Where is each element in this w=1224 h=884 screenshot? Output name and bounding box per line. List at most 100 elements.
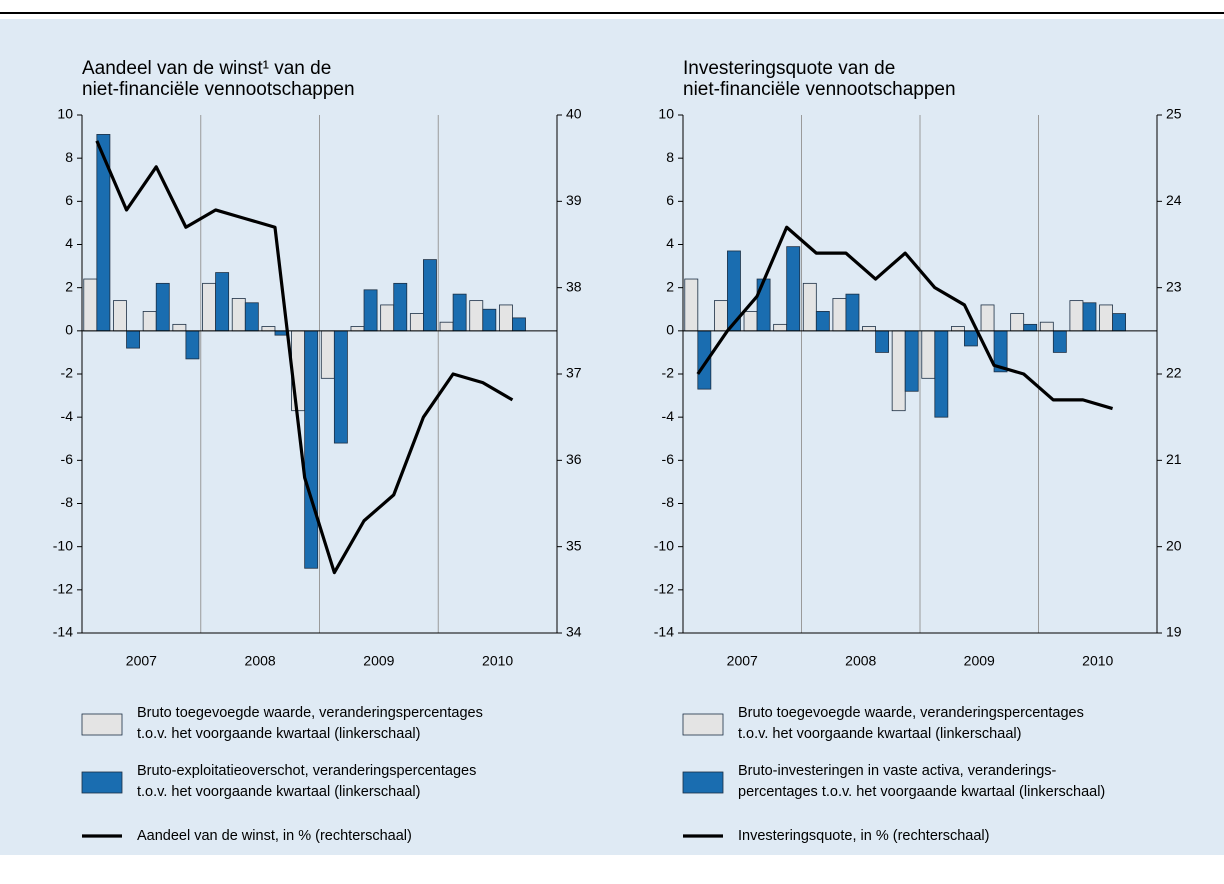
x-tick-label: 2008 xyxy=(845,653,876,669)
y-tick-label: 10 xyxy=(57,106,73,122)
bar xyxy=(83,278,98,332)
legend-swatch xyxy=(682,713,724,736)
y-tick-label: 6 xyxy=(666,192,674,208)
bar xyxy=(393,282,408,332)
bar xyxy=(934,330,949,418)
y-tick-label: -4 xyxy=(61,408,74,424)
y-tick-label: -12 xyxy=(53,581,73,597)
bar xyxy=(439,321,454,332)
y-tick-label: 4 xyxy=(65,235,73,251)
bar xyxy=(215,272,230,332)
y-tick-label: 0 xyxy=(666,322,674,338)
y-tick-label: 2 xyxy=(65,278,73,294)
legend-label: Investeringsquote, in % (rechterschaal) xyxy=(738,828,990,844)
bar xyxy=(684,278,699,332)
y2-tick-label: 34 xyxy=(566,624,582,640)
bar xyxy=(142,311,157,332)
chart-title: Aandeel van de winst¹ van de niet-financ… xyxy=(82,58,355,100)
legend-swatch xyxy=(81,713,123,736)
bar xyxy=(1010,313,1025,332)
bar xyxy=(452,293,467,332)
bar xyxy=(964,330,978,347)
bar xyxy=(363,289,378,332)
y2-tick-label: 37 xyxy=(566,365,582,381)
bar xyxy=(862,326,876,332)
bar xyxy=(714,300,728,332)
y2-tick-label: 22 xyxy=(1166,365,1182,381)
legend-label: Bruto-exploitatieoverschot, veranderings… xyxy=(137,763,477,800)
y-tick-label: -6 xyxy=(61,451,74,467)
legend-label: Aandeel van de winst, in % (rechterschaa… xyxy=(137,828,412,844)
y2-tick-label: 39 xyxy=(566,192,582,208)
line xyxy=(696,225,1114,411)
y2-tick-label: 19 xyxy=(1166,624,1182,640)
bar xyxy=(244,302,259,332)
bar xyxy=(469,300,484,332)
bar xyxy=(743,311,758,332)
bar xyxy=(1069,300,1084,332)
bar xyxy=(172,323,187,332)
bar xyxy=(921,330,936,379)
bar xyxy=(1039,321,1054,332)
y-tick-label: -10 xyxy=(654,537,674,553)
y2-tick-label: 38 xyxy=(566,278,582,294)
bar xyxy=(1023,323,1038,332)
bar xyxy=(304,330,319,569)
bar xyxy=(875,330,889,353)
y-tick-label: -6 xyxy=(662,451,675,467)
y2-tick-label: 21 xyxy=(1166,451,1182,467)
bar xyxy=(951,326,965,332)
bar xyxy=(891,330,906,412)
bar xyxy=(904,330,919,392)
y-tick-label: 2 xyxy=(666,278,674,294)
y-tick-label: -10 xyxy=(53,537,73,553)
bar xyxy=(832,298,847,332)
chart-title: Investeringsquote van de niet-financiële… xyxy=(683,58,956,100)
bar xyxy=(113,300,127,332)
bar xyxy=(512,317,526,332)
x-tick-label: 2010 xyxy=(482,653,513,669)
y2-tick-label: 23 xyxy=(1166,278,1182,294)
x-tick-label: 2010 xyxy=(1082,653,1113,669)
bar xyxy=(155,282,170,332)
y-tick-label: 8 xyxy=(666,149,674,165)
x-tick-label: 2008 xyxy=(245,653,276,669)
y2-tick-label: 35 xyxy=(566,537,582,553)
bar xyxy=(423,259,437,332)
y-tick-label: 0 xyxy=(65,322,73,338)
line xyxy=(95,140,514,575)
y2-tick-label: 24 xyxy=(1166,192,1182,208)
y2-tick-label: 40 xyxy=(566,106,582,122)
bar xyxy=(202,282,216,332)
bar xyxy=(231,298,246,332)
bar xyxy=(802,282,817,332)
y-tick-label: -2 xyxy=(61,365,74,381)
bar xyxy=(1052,330,1067,353)
y-tick-label: -14 xyxy=(654,624,674,640)
panel-background xyxy=(0,19,1224,855)
bar xyxy=(1099,304,1113,332)
y-tick-label: 10 xyxy=(658,106,674,122)
bar xyxy=(333,330,348,444)
y-tick-label: -8 xyxy=(662,494,675,510)
y2-tick-label: 20 xyxy=(1166,537,1182,553)
bar xyxy=(320,330,335,379)
x-tick-label: 2009 xyxy=(964,653,995,669)
y-tick-label: -2 xyxy=(662,365,675,381)
y2-tick-label: 25 xyxy=(1166,106,1182,122)
bar xyxy=(980,304,995,332)
bar xyxy=(499,304,513,332)
bar xyxy=(482,308,497,332)
bar xyxy=(773,323,788,332)
bar xyxy=(845,293,860,332)
bar xyxy=(1112,313,1126,332)
bar xyxy=(350,326,365,332)
bar xyxy=(409,313,424,332)
y-tick-label: -4 xyxy=(662,408,675,424)
y-tick-label: 6 xyxy=(65,192,73,208)
bar xyxy=(815,311,830,332)
bar xyxy=(1082,302,1097,332)
y-tick-label: 4 xyxy=(666,235,674,251)
